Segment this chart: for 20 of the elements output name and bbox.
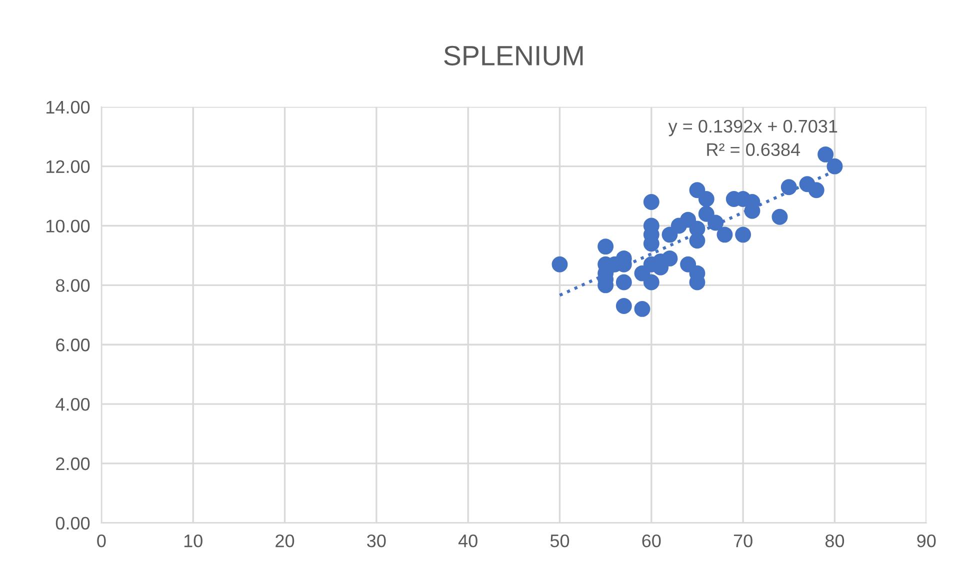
y-tick-label: 0.00 [56,516,90,530]
x-tick-label: 0 [97,534,106,548]
x-tick-label: 40 [458,534,478,548]
x-tick-label: 30 [367,534,386,548]
y-tick-label: 8.00 [56,279,90,292]
chart-title: SPLENIUM [444,46,583,66]
y-tick-label: 14.00 [46,100,90,114]
x-tick-label: 90 [917,534,936,548]
y-tick-label: 4.00 [56,398,90,411]
x-tick-label: 50 [550,534,570,548]
y-tick-label: 12.00 [46,160,90,174]
x-tick-label: 80 [825,534,844,548]
x-tick-label: 20 [276,534,294,548]
y-tick-label: 10.00 [46,220,90,232]
y-tick-label: 2.00 [56,457,90,470]
y-tick-label: 6.00 [56,338,90,352]
annotation: y = 0.1392x + 0.7031 R² = 0.6384 [668,120,838,156]
x-tick-label: 10 [184,534,202,548]
x-tick-label: 70 [734,534,752,548]
x-tick-label: 60 [642,534,661,548]
